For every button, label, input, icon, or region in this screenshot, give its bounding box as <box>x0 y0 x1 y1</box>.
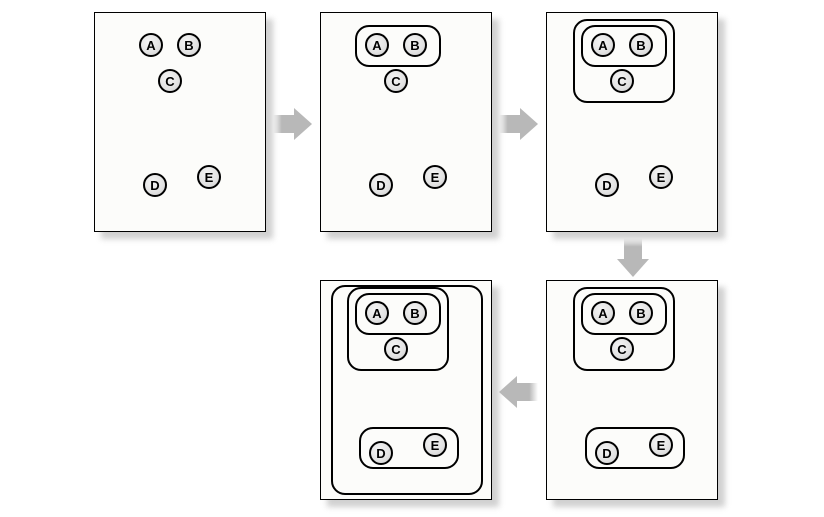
node-a: A <box>365 301 389 325</box>
node-label: B <box>636 38 645 53</box>
node-a: A <box>591 33 615 57</box>
arrow-right-icon <box>499 108 538 140</box>
panel-step-1: A B C D E <box>94 12 266 232</box>
node-label: B <box>410 38 419 53</box>
node-e: E <box>423 433 447 457</box>
node-c: C <box>610 69 634 93</box>
arrow-right-icon <box>273 108 312 140</box>
node-label: A <box>146 38 155 53</box>
node-label: D <box>376 178 385 193</box>
node-label: B <box>184 38 193 53</box>
node-label: D <box>602 446 611 461</box>
node-b: B <box>403 301 427 325</box>
node-c: C <box>384 69 408 93</box>
panel-step-4: A B C D E <box>546 280 718 500</box>
panel-step-2: A B C D E <box>320 12 492 232</box>
node-d: D <box>595 441 619 465</box>
node-e: E <box>197 165 221 189</box>
node-d: D <box>369 441 393 465</box>
node-label: C <box>391 342 400 357</box>
node-a: A <box>591 301 615 325</box>
node-e: E <box>649 433 673 457</box>
node-c: C <box>610 337 634 361</box>
node-d: D <box>143 173 167 197</box>
node-label: C <box>617 74 626 89</box>
node-label: A <box>598 38 607 53</box>
node-b: B <box>629 33 653 57</box>
node-label: B <box>410 306 419 321</box>
node-label: A <box>372 38 381 53</box>
node-label: D <box>150 178 159 193</box>
node-d: D <box>595 173 619 197</box>
node-label: A <box>372 306 381 321</box>
arrow-left-icon <box>499 376 538 408</box>
node-a: A <box>365 33 389 57</box>
node-label: C <box>165 74 174 89</box>
node-label: A <box>598 306 607 321</box>
clustering-diagram: A B C D E A B C D E A B C D E A <box>0 0 824 517</box>
panel-step-3: A B C D E <box>546 12 718 232</box>
node-label: D <box>602 178 611 193</box>
node-label: E <box>431 438 440 453</box>
node-d: D <box>369 173 393 197</box>
node-c: C <box>384 337 408 361</box>
node-b: B <box>177 33 201 57</box>
node-a: A <box>139 33 163 57</box>
node-label: C <box>391 74 400 89</box>
node-c: C <box>158 69 182 93</box>
node-e: E <box>649 165 673 189</box>
node-label: E <box>657 438 666 453</box>
panel-step-5: A B C D E <box>320 280 492 500</box>
node-e: E <box>423 165 447 189</box>
node-label: D <box>376 446 385 461</box>
node-label: B <box>636 306 645 321</box>
node-b: B <box>629 301 653 325</box>
node-b: B <box>403 33 427 57</box>
node-label: E <box>205 170 214 185</box>
arrow-down-icon <box>624 238 649 277</box>
node-label: E <box>657 170 666 185</box>
node-label: C <box>617 342 626 357</box>
node-label: E <box>431 170 440 185</box>
